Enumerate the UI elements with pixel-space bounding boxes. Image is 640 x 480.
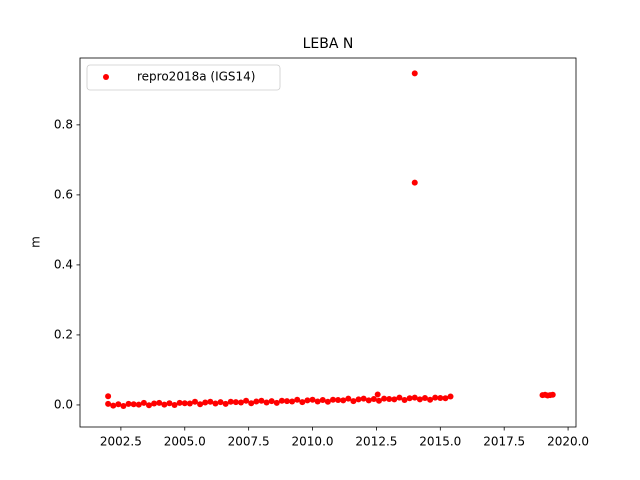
data-point — [248, 400, 255, 407]
x-tick-label: 2002.5 — [100, 435, 142, 449]
data-point — [105, 393, 112, 400]
data-point — [135, 401, 142, 408]
data-point — [401, 397, 408, 404]
data-point — [355, 396, 362, 403]
data-point — [549, 391, 556, 398]
data-point — [232, 399, 239, 406]
legend-box — [86, 64, 281, 91]
data-point — [365, 397, 372, 404]
x-tick-label: 2017.5 — [483, 435, 525, 449]
x-tick-label: 2012.5 — [355, 435, 397, 449]
data-point — [289, 398, 296, 405]
data-point — [145, 402, 152, 409]
data-point — [345, 395, 352, 402]
y-tick-label: 0.4 — [54, 257, 73, 271]
data-point — [406, 395, 413, 402]
plot-frame — [79, 57, 577, 428]
data-point — [396, 394, 403, 401]
data-point — [237, 399, 244, 406]
data-point — [381, 395, 388, 402]
data-point — [329, 396, 336, 403]
y-tick-label: 0.6 — [54, 187, 73, 201]
data-point — [335, 397, 342, 404]
data-point — [416, 396, 423, 403]
data-point — [212, 400, 219, 407]
data-point — [166, 400, 173, 407]
data-point — [202, 399, 209, 406]
y-tick-label: 0.8 — [54, 117, 73, 131]
data-point — [222, 400, 229, 407]
data-point — [273, 399, 280, 406]
data-point — [391, 396, 398, 403]
y-tick-label: 0.0 — [54, 397, 73, 411]
data-point — [309, 396, 316, 403]
data-point — [411, 70, 418, 77]
data-point — [432, 394, 439, 401]
data-point — [115, 401, 122, 408]
data-point — [140, 399, 147, 406]
data-point — [268, 398, 275, 405]
data-point — [227, 398, 234, 405]
data-point — [375, 397, 382, 404]
data-point — [161, 401, 168, 408]
legend-label: repro2018a (IGS14) — [137, 70, 255, 84]
data-point — [253, 398, 260, 405]
data-point — [263, 399, 270, 406]
data-point — [411, 394, 418, 401]
data-point — [386, 395, 393, 402]
data-point — [243, 397, 250, 404]
data-point — [186, 400, 193, 407]
data-point — [105, 400, 112, 407]
data-point — [411, 179, 418, 186]
data-point — [130, 401, 137, 408]
data-point — [447, 393, 454, 400]
y-tick-label: 0.2 — [54, 327, 73, 341]
data-point — [176, 399, 183, 406]
data-point — [278, 397, 285, 404]
data-point — [294, 396, 301, 403]
data-point — [120, 402, 127, 409]
x-tick-label: 2015.0 — [419, 435, 461, 449]
data-point — [110, 402, 117, 409]
data-point — [421, 394, 428, 401]
data-point — [299, 399, 306, 406]
data-point — [427, 396, 434, 403]
data-point — [156, 399, 163, 406]
data-point — [437, 394, 444, 401]
x-tick-label: 2005.0 — [164, 435, 206, 449]
legend-marker — [103, 74, 109, 80]
data-point — [258, 397, 265, 404]
data-point — [207, 398, 214, 405]
data-point — [191, 398, 198, 405]
data-point — [360, 395, 367, 402]
data-point — [319, 397, 326, 404]
data-point — [350, 398, 357, 405]
data-point — [217, 399, 224, 406]
data-point — [304, 397, 311, 404]
data-point — [314, 398, 321, 405]
x-tick-label: 2010.0 — [292, 435, 334, 449]
data-point — [370, 395, 377, 402]
x-tick-label: 2007.5 — [228, 435, 270, 449]
data-point — [125, 400, 132, 407]
data-point — [324, 398, 331, 405]
data-point — [340, 397, 347, 404]
data-point — [181, 400, 188, 407]
y-axis-label: m — [29, 236, 43, 248]
data-point — [171, 401, 178, 408]
data-point — [283, 398, 290, 405]
chart-title: LEBA N — [303, 36, 354, 52]
data-point — [442, 395, 449, 402]
data-point — [151, 400, 158, 407]
data-point — [374, 391, 381, 398]
data-point — [197, 401, 204, 408]
x-tick-label: 2020.0 — [547, 435, 589, 449]
